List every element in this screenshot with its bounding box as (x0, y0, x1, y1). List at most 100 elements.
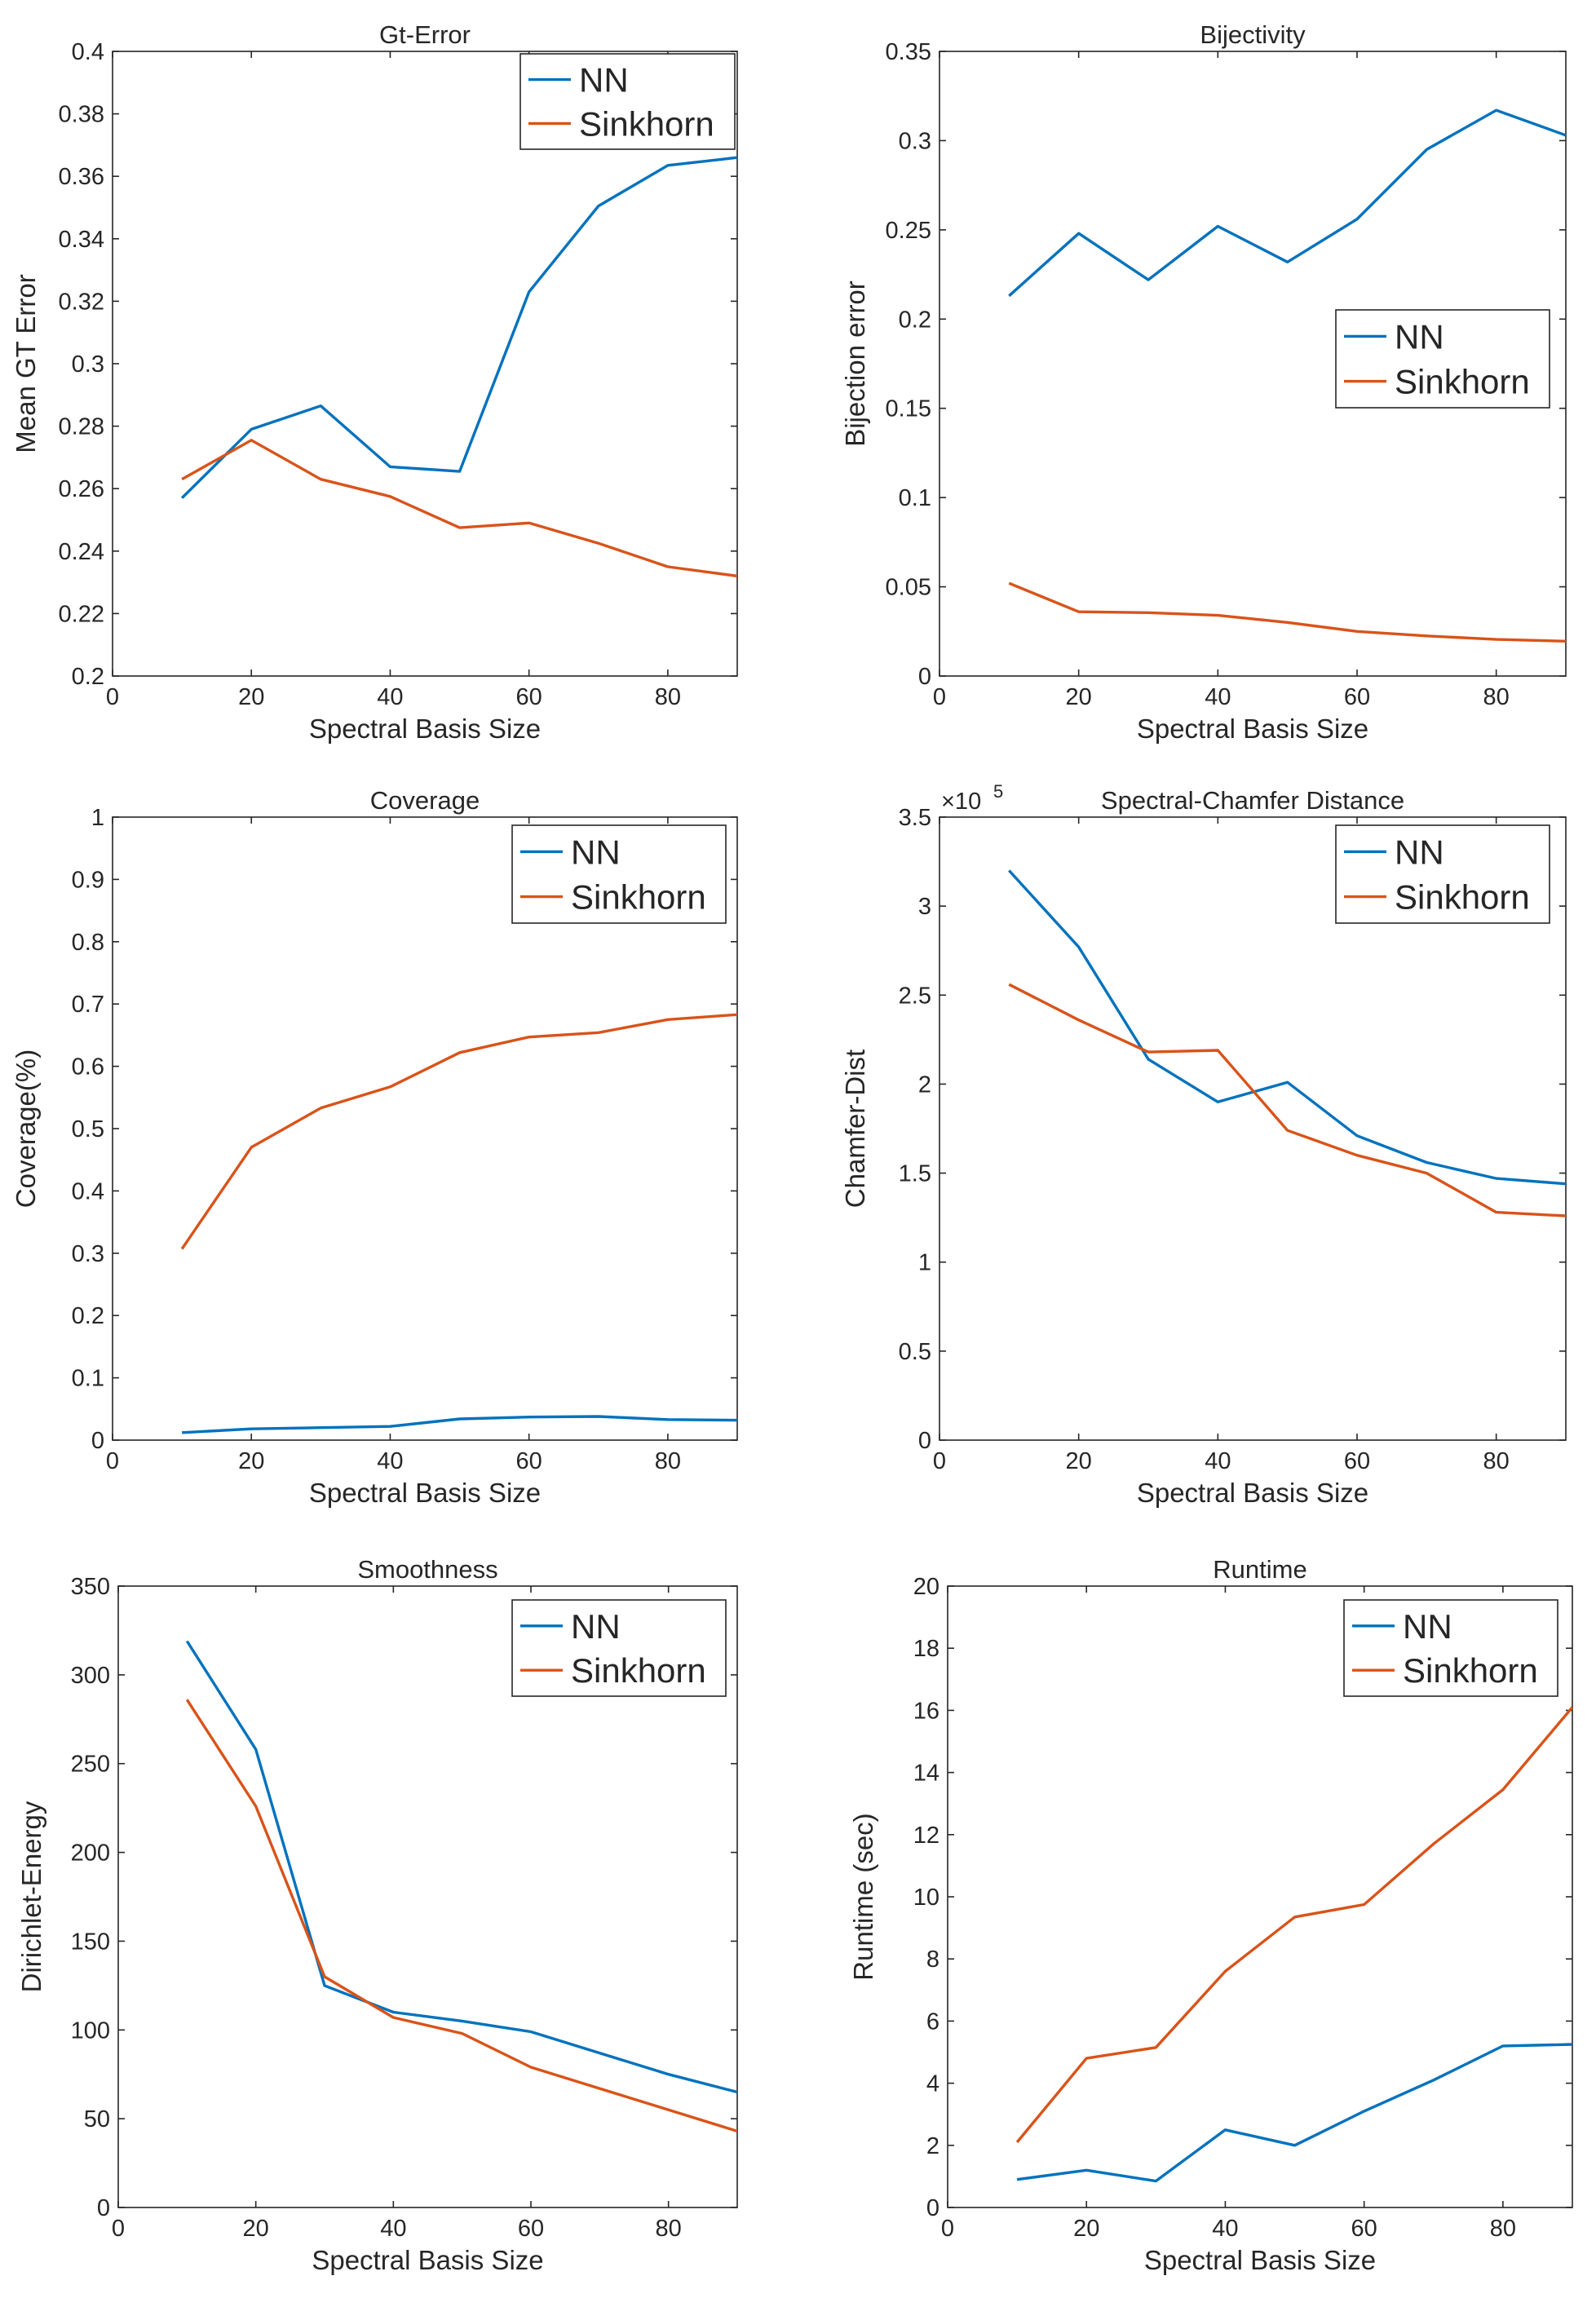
x-tick-label: 20 (1073, 2216, 1099, 2242)
x-tick-label: 60 (1344, 684, 1370, 710)
y-tick-label: 0.35 (886, 39, 931, 65)
y-tick-label: 14 (913, 1761, 939, 1787)
y-tick-label: 0 (926, 2195, 939, 2221)
x-tick-label: 60 (516, 684, 542, 710)
y-tick-label: 0.1 (72, 1366, 104, 1392)
y-tick-label: 0.24 (59, 539, 104, 565)
y-tick-label: 0.4 (72, 1178, 104, 1204)
legend-label-nn: NN (1395, 317, 1444, 356)
x-tick-label: 80 (1483, 1448, 1510, 1474)
legend: NN Sinkhorn (1335, 309, 1550, 409)
y-tick-label: 0.36 (59, 164, 104, 190)
series-line-sinkhorn (181, 439, 737, 578)
y-axis-label: Chamfer-Dist (840, 1050, 870, 1208)
legend-box (511, 824, 727, 924)
series-line-nn (1016, 2043, 1572, 2183)
y-tick-label: 0.34 (59, 227, 104, 253)
series-line-nn (1008, 108, 1566, 298)
legend-label-nn: NN (1395, 833, 1444, 871)
legend-label-sinkhorn: Sinkhorn (1395, 363, 1530, 401)
chart-6: Runtime 0 20 40 60 80 0 2 4 6 8 10 12 14 16 18 20 Spectra… (848, 1555, 1573, 2275)
y-tick-label: 10 (913, 1885, 939, 1911)
y-tick-label: 200 (71, 1841, 110, 1867)
x-tick-label: 60 (518, 2216, 544, 2242)
y-tick-label: 0.3 (899, 128, 931, 154)
y-tick-label: 0.5 (72, 1116, 104, 1142)
y-tick-label: 12 (913, 1823, 939, 1849)
chart-title: Spectral-Chamfer Distance (1101, 786, 1404, 815)
legend-box (1335, 309, 1550, 409)
x-tick-label: 0 (933, 684, 946, 710)
y-tick-label: 0.15 (886, 396, 931, 422)
x-tick-label: 20 (238, 1448, 264, 1474)
x-tick-label: 80 (1490, 2216, 1516, 2242)
x-tick-label: 60 (1344, 1448, 1370, 1474)
series-line-sinkhorn (185, 1699, 737, 2133)
axis-multiplier: ×10 (941, 789, 981, 815)
y-tick-label: 20 (913, 1574, 939, 1600)
y-tick-label: 0.05 (886, 575, 931, 601)
y-tick-label: 0.32 (59, 289, 104, 315)
y-tick-label: 150 (71, 1929, 110, 1955)
x-axis-label: Spectral Basis Size (1144, 2245, 1376, 2275)
x-tick-label: 0 (106, 684, 119, 710)
y-tick-label: 18 (913, 1636, 939, 1662)
y-tick-label: 0 (918, 664, 931, 690)
x-tick-label: 20 (1066, 1448, 1092, 1474)
chart-5: Smoothness 0 20 40 60 80 0 50 100 150 200 250 300 350… (16, 1555, 738, 2275)
legend-label-sinkhorn: Sinkhorn (1395, 878, 1530, 917)
legend-box (1343, 1599, 1558, 1697)
x-tick-label: 0 (106, 1448, 119, 1474)
y-tick-label: 0.22 (59, 601, 104, 627)
x-tick-label: 80 (655, 1448, 681, 1474)
legend-label-nn: NN (579, 61, 629, 99)
x-tick-label: 40 (1212, 2216, 1238, 2242)
series-line-sinkhorn (180, 1013, 737, 1250)
chart-title: Gt-Error (379, 20, 471, 49)
legend: NN Sinkhorn (1343, 1599, 1558, 1697)
y-tick-label: 0.9 (72, 867, 104, 893)
y-tick-label: 2 (918, 1072, 931, 1098)
chart-3: Coverage 0 20 40 60 80 0 0.1 0.2 0.3 0.4 0.5 0.6 0.7 0… (11, 786, 738, 1508)
chart-4: Spectral-Chamfer Distance 0 20 40 60 80 0 0.5 1 1… (840, 781, 1567, 1508)
legend-label-sinkhorn: Sinkhorn (579, 104, 714, 143)
legend-box (511, 1599, 727, 1697)
x-axis-label: Spectral Basis Size (309, 1478, 541, 1508)
x-axis-label: Spectral Basis Size (1137, 714, 1368, 744)
x-tick-label: 0 (933, 1448, 946, 1474)
y-tick-label: 1 (918, 1250, 931, 1276)
y-tick-label: 0.28 (59, 414, 104, 440)
y-tick-label: 50 (84, 2106, 110, 2132)
chart-2: Bijectivity 0 20 40 60 80 0 0.05 0.1 0.15 0.2 0.25 0… (840, 20, 1567, 744)
x-tick-label: 40 (377, 684, 403, 710)
axis-multiplier-exponent: 5 (993, 781, 1003, 802)
x-tick-label: 60 (516, 1448, 542, 1474)
y-tick-label: 2.5 (899, 983, 931, 1009)
x-tick-label: 80 (656, 2216, 682, 2242)
y-tick-label: 0.38 (59, 102, 104, 128)
y-tick-label: 0 (97, 2195, 110, 2221)
y-tick-label: 8 (926, 1947, 939, 1973)
series-line-sinkhorn (1008, 983, 1566, 1217)
chart-title: Bijectivity (1200, 20, 1306, 49)
y-tick-label: 0.2 (72, 664, 104, 690)
y-axis-label: Dirichlet-Energy (16, 1801, 46, 1992)
y-tick-label: 3.5 (899, 805, 931, 831)
series-line-nn (182, 1415, 737, 1434)
series-line-sinkhorn (1008, 581, 1566, 643)
legend-label-sinkhorn: Sinkhorn (571, 878, 706, 917)
plot-area (112, 51, 738, 677)
y-tick-label: 0.2 (899, 307, 931, 333)
y-tick-label: 0.7 (72, 992, 104, 1018)
legend-label-sinkhorn: Sinkhorn (571, 1651, 706, 1690)
x-tick-label: 0 (941, 2216, 954, 2242)
legend: NN Sinkhorn (519, 53, 736, 150)
y-tick-label: 2 (926, 2133, 939, 2159)
y-tick-label: 0.26 (59, 476, 104, 502)
y-tick-label: 16 (913, 1698, 939, 1724)
chart-1: Gt-Error 0 20 40 60 80 0.2 0.22 0.24 0.26 0.28 0.3 0… (11, 20, 738, 744)
x-tick-label: 40 (1205, 684, 1231, 710)
x-tick-label: 0 (112, 2216, 125, 2242)
y-tick-label: 0.5 (899, 1339, 931, 1365)
